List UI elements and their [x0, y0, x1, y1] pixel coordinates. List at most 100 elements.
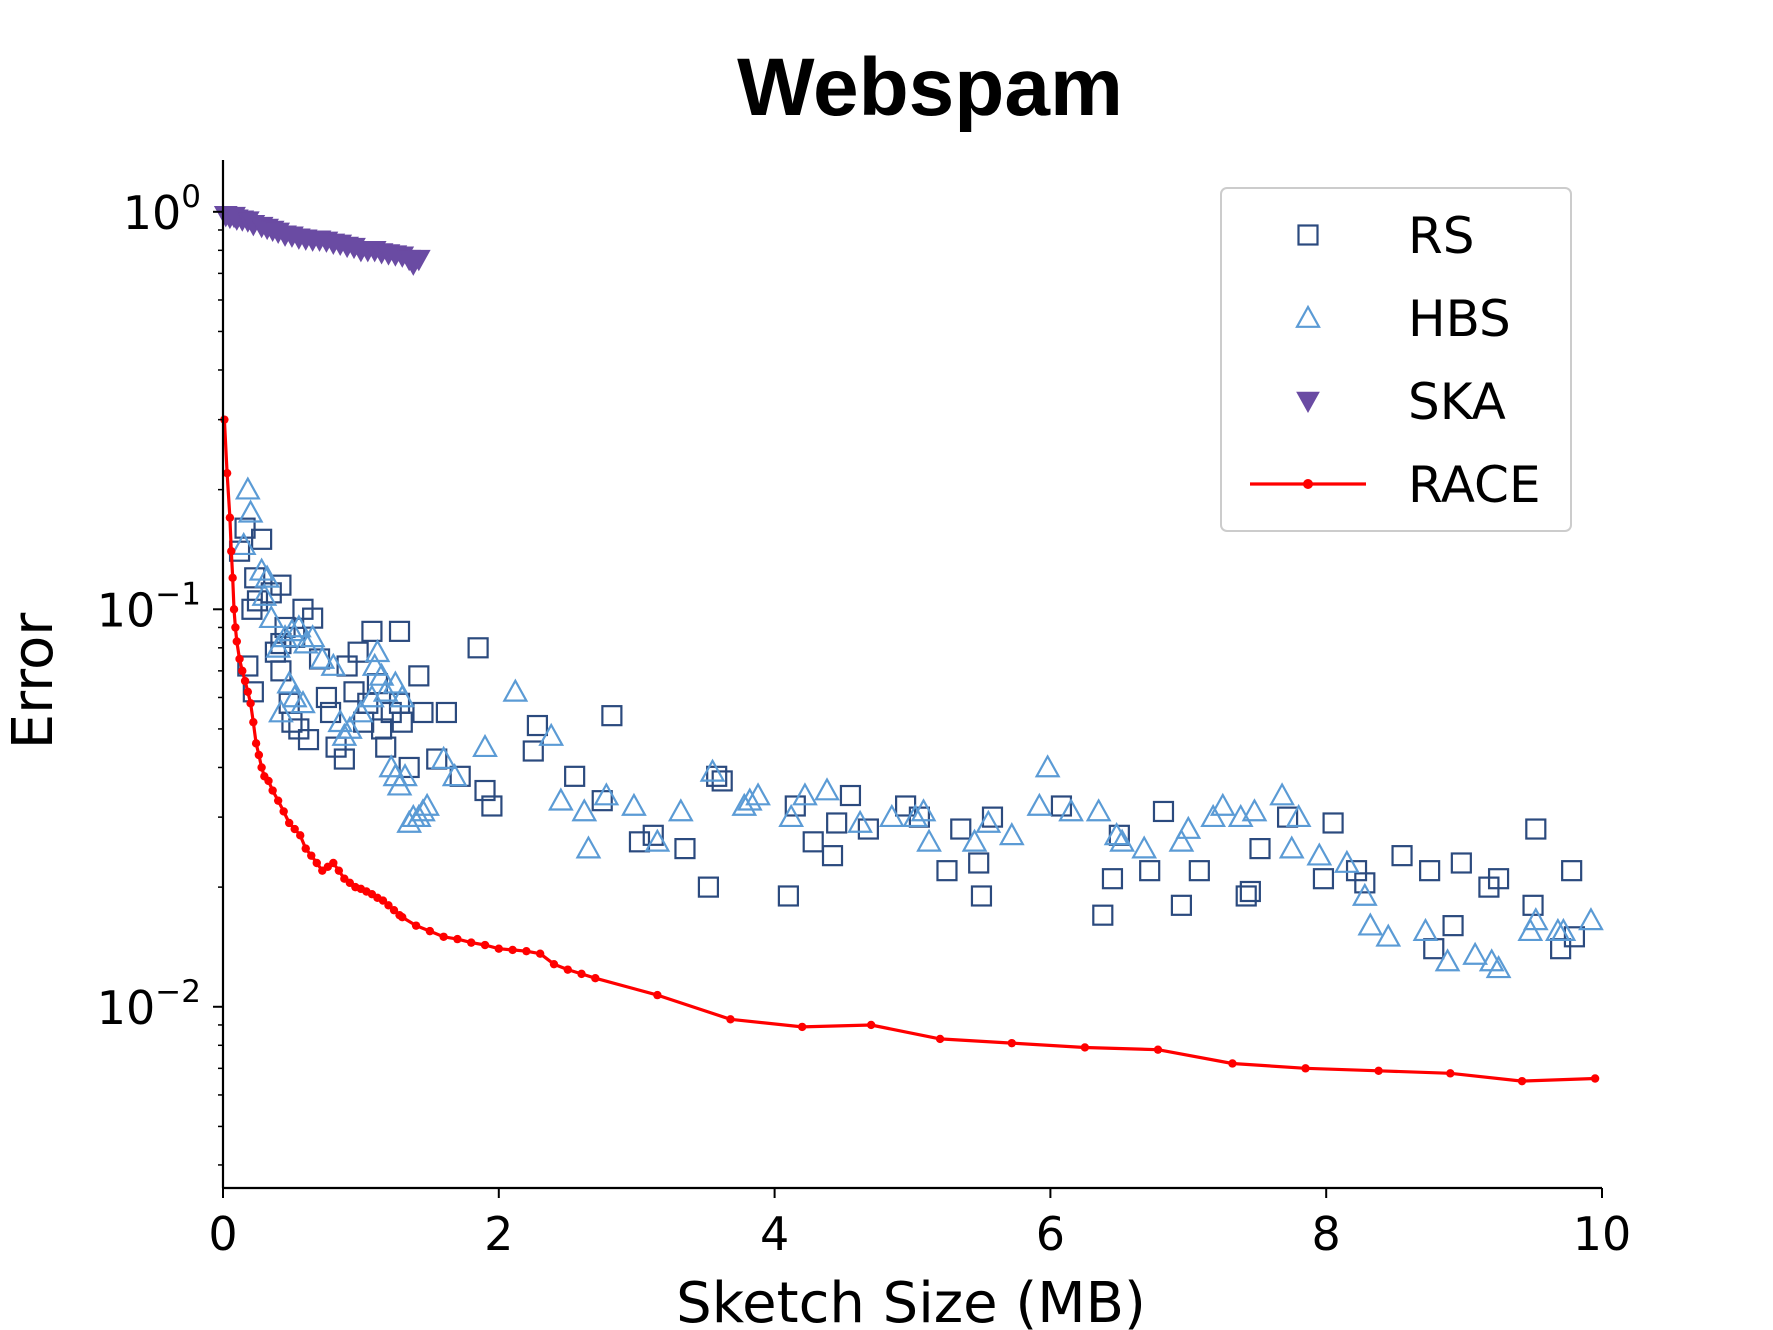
y-tick-label: 10−1: [97, 576, 201, 637]
data-point-race: [591, 974, 600, 983]
data-point-hbs: [1278, 835, 1305, 859]
data-point-rs: [333, 748, 355, 770]
data-point-hbs: [472, 733, 498, 758]
data-point-rs: [1152, 800, 1175, 823]
data-point-race: [246, 699, 255, 708]
data-point-race: [398, 913, 407, 922]
x-tick-label: 0: [208, 1207, 237, 1261]
data-point-rs: [970, 885, 993, 907]
plot-area: 0 2 4 6 8 10 100 10−1 10−2: [97, 160, 1631, 1261]
data-point-race: [425, 926, 435, 936]
data-point-rs: [1525, 818, 1547, 840]
data-point-hbs: [279, 618, 305, 642]
data-point-hbs: [258, 604, 285, 629]
legend-item-rs: RS: [1297, 207, 1474, 265]
data-point-hbs: [368, 662, 395, 686]
data-point-race: [334, 866, 344, 875]
data-point-rs: [467, 637, 489, 659]
data-point-hbs: [1434, 948, 1461, 972]
data-point-hbs: [1103, 822, 1130, 846]
data-point-hbs: [234, 476, 261, 500]
data-point-rs: [522, 740, 544, 762]
data-point-race: [232, 637, 241, 646]
data-point-rs: [950, 818, 972, 840]
y-axis-label: Error: [1, 612, 66, 749]
data-point-race: [257, 763, 266, 772]
data-point-rs: [821, 845, 844, 867]
data-point-rs: [1563, 926, 1586, 948]
data-point-rs: [564, 765, 586, 787]
data-point-race: [1228, 1059, 1237, 1068]
data-point-race: [439, 932, 448, 941]
data-point-hbs: [792, 782, 818, 806]
data-point-hbs: [320, 652, 347, 676]
data-point-rs: [1487, 868, 1510, 890]
data-point-race: [935, 1034, 945, 1044]
data-point-hbs: [336, 715, 363, 739]
data-point-rs: [1419, 860, 1441, 882]
legend-label-rs: RS: [1408, 207, 1474, 265]
data-point-race: [235, 654, 244, 664]
data-point-hbs: [230, 531, 257, 556]
data-point-rs: [1312, 868, 1335, 890]
data-point-race: [1446, 1069, 1455, 1078]
legend-label-ska: SKA: [1408, 373, 1506, 431]
data-point-rs: [347, 641, 369, 663]
data-point-rs: [315, 686, 338, 709]
data-point-race: [411, 921, 421, 930]
series-hbs: [230, 476, 1604, 979]
data-point-hbs: [1109, 828, 1135, 852]
series-race: [220, 415, 1600, 1086]
x-axis-label: Sketch Size (MB): [676, 1271, 1146, 1330]
data-point-hbs: [389, 684, 416, 708]
data-point-race: [251, 739, 261, 748]
data-point-race: [1517, 1076, 1527, 1086]
data-point-rs: [674, 837, 696, 860]
data-point-rs: [1249, 837, 1271, 860]
data-point-hbs: [290, 690, 316, 714]
data-point-hbs: [1578, 907, 1604, 931]
data-point-rs: [481, 795, 503, 817]
data-point-hbs: [975, 809, 1002, 833]
data-point-rs: [474, 779, 496, 802]
data-point-hbs: [331, 722, 358, 746]
data-point-hbs: [430, 745, 457, 769]
data-point-rs: [697, 876, 720, 898]
data-point-hbs: [1085, 798, 1112, 822]
data-point-rs: [1354, 872, 1376, 894]
x-axis-ticks: 0 2 4 6 8 10: [208, 1188, 1631, 1261]
data-point-rs: [1442, 915, 1464, 937]
data-marks: [213, 205, 1604, 1086]
x-tick-label: 6: [1036, 1207, 1065, 1261]
data-point-rs: [628, 831, 651, 853]
data-point-hbs: [1026, 792, 1053, 816]
data-point-race: [222, 468, 232, 478]
data-point-rs: [412, 701, 434, 724]
legend-label-race: RACE: [1408, 456, 1541, 514]
data-point-hbs: [571, 798, 598, 822]
data-point-race: [296, 831, 305, 840]
data-point-rs: [1239, 880, 1261, 903]
data-point-rs: [297, 729, 320, 751]
data-point-race: [228, 573, 237, 583]
data-point-hbs: [1241, 798, 1268, 822]
data-point-race: [240, 676, 250, 686]
data-point-race: [1153, 1045, 1163, 1054]
data-point-hbs: [1412, 917, 1439, 942]
chart-title: Webspam: [737, 42, 1123, 133]
x-tick-label: 4: [760, 1207, 789, 1261]
data-point-hbs: [382, 670, 409, 694]
data-point-hbs: [878, 803, 905, 828]
data-point-ska: [406, 249, 431, 272]
legend-item-hbs: HBS: [1295, 290, 1511, 348]
data-point-rs: [1050, 795, 1073, 817]
data-point-hbs: [276, 670, 303, 694]
data-point-rs: [343, 681, 365, 703]
data-point-hbs: [916, 828, 942, 852]
data-point-race: [301, 844, 310, 853]
data-point-hbs: [667, 798, 694, 822]
data-point-hbs: [644, 828, 671, 852]
legend-marker-dot-race: [1303, 479, 1313, 489]
data-point-rs: [375, 736, 397, 758]
